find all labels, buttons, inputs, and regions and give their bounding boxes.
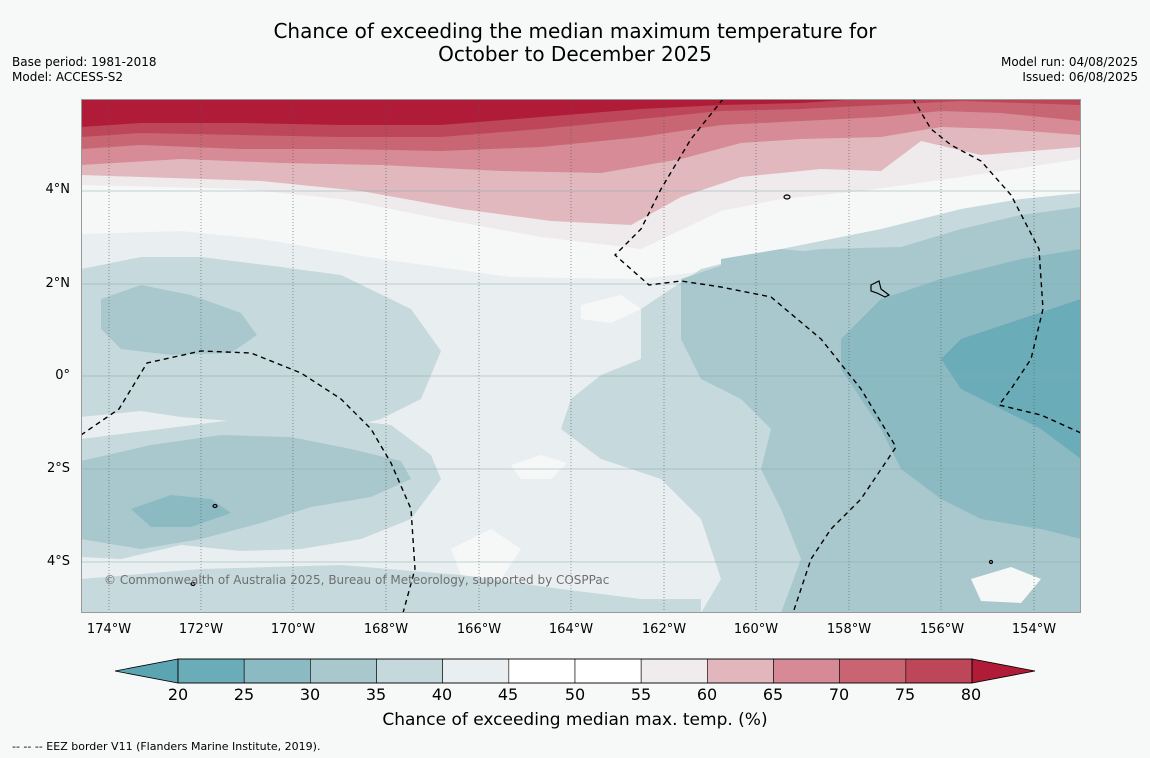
cool-25-30-south-west	[131, 495, 231, 527]
colorbar-segment-75-80	[905, 658, 973, 684]
eez-borders	[81, 99, 1081, 613]
probability-map	[81, 99, 1081, 613]
eez-footnote: -- -- -- EEZ border V11 (Flanders Marine…	[12, 740, 321, 753]
colorbar-segment-35-40	[376, 658, 443, 684]
map-svg	[81, 99, 1081, 613]
cool-30-35-west	[101, 285, 257, 355]
issued-text: Issued: 06/08/2025	[1022, 70, 1138, 84]
colorbar-frame	[177, 658, 973, 684]
white-patch-4	[971, 567, 1041, 603]
colorbar-tick-65: 65	[762, 685, 784, 704]
lon-label-158w: 158°W	[826, 622, 872, 637]
lon-label-168w: 168°W	[363, 622, 409, 637]
colorbar-segment-60-65	[707, 658, 774, 684]
colorbar-over-arrow	[971, 658, 1036, 684]
colorbar-tick-75: 75	[894, 685, 916, 704]
map-frame	[81, 99, 1081, 613]
colorbar-tick-50: 50	[564, 685, 586, 704]
colorbar	[114, 658, 1036, 684]
colorbar-segment-20-25	[177, 658, 245, 684]
lat-label-2n: 2°N	[45, 276, 71, 291]
white-patch-2	[581, 295, 641, 323]
lon-label-166w: 166°W	[456, 622, 502, 637]
colorbar-tick-60: 60	[696, 685, 718, 704]
colorbar-segment-65-70	[773, 658, 840, 684]
cool-35-40-south-strip	[81, 565, 701, 613]
colorbar-segment-55-60	[640, 658, 708, 684]
lon-label-160w: 160°W	[733, 622, 779, 637]
cool-30-35-north-east	[721, 249, 841, 281]
colorbar-tick-45: 45	[497, 685, 519, 704]
lon-label-170w: 170°W	[270, 622, 316, 637]
colorbar-tick-30: 30	[299, 685, 321, 704]
lat-label-2s: 2°S	[46, 461, 70, 476]
colorbar-segment-45-50	[508, 658, 576, 684]
islands	[190, 194, 994, 587]
band-over-80	[81, 99, 861, 127]
colorbar-tick-55: 55	[630, 685, 652, 704]
lon-label-174w: 174°W	[86, 622, 132, 637]
model-run-text: Model run: 04/08/2025	[1000, 55, 1138, 69]
chart-title-line-2: October to December 2025	[438, 42, 712, 66]
colorbar-tick-25: 25	[233, 685, 255, 704]
colorbar-tick-20: 20	[167, 685, 189, 704]
lat-label-4s: 4°S	[46, 554, 70, 569]
lon-label-156w: 156°W	[919, 622, 965, 637]
base-period-text: Base period: 1981-2018	[12, 55, 157, 69]
colorbar-label: Chance of exceeding median max. temp. (%…	[382, 710, 768, 730]
white-patch-3	[451, 529, 521, 579]
lat-label-4n: 4°N	[45, 182, 71, 197]
lat-label-0: 0°	[55, 368, 70, 383]
colorbar-tick-70: 70	[828, 685, 850, 704]
colorbar-segment-30-35	[310, 658, 377, 684]
colorbar-segment-50-55	[574, 658, 642, 684]
colorbar-tick-40: 40	[431, 685, 453, 704]
lon-label-164w: 164°W	[548, 622, 594, 637]
copyright-text: © Commonwealth of Australia 2025, Bureau…	[104, 573, 610, 587]
colorbar-segment-40-45	[442, 658, 510, 684]
colorbar-under-arrow	[114, 658, 179, 684]
lon-label-154w: 154°W	[1011, 622, 1057, 637]
colorbar-tick-80: 80	[960, 685, 982, 704]
lon-label-162w: 162°W	[641, 622, 687, 637]
parallels	[81, 190, 1081, 563]
colorbar-segments	[177, 658, 973, 684]
model-text: Model: ACCESS-S2	[12, 70, 124, 84]
colorbar-tick-35: 35	[365, 685, 387, 704]
cool-20-25-east	[941, 299, 1081, 459]
chart-title-line-1: Chance of exceeding the median maximum t…	[273, 19, 877, 43]
colorbar-segment-70-75	[839, 658, 907, 684]
colorbar-segment-25-30	[243, 658, 311, 684]
lon-label-172w: 172°W	[178, 622, 224, 637]
white-patch-1	[511, 455, 567, 479]
